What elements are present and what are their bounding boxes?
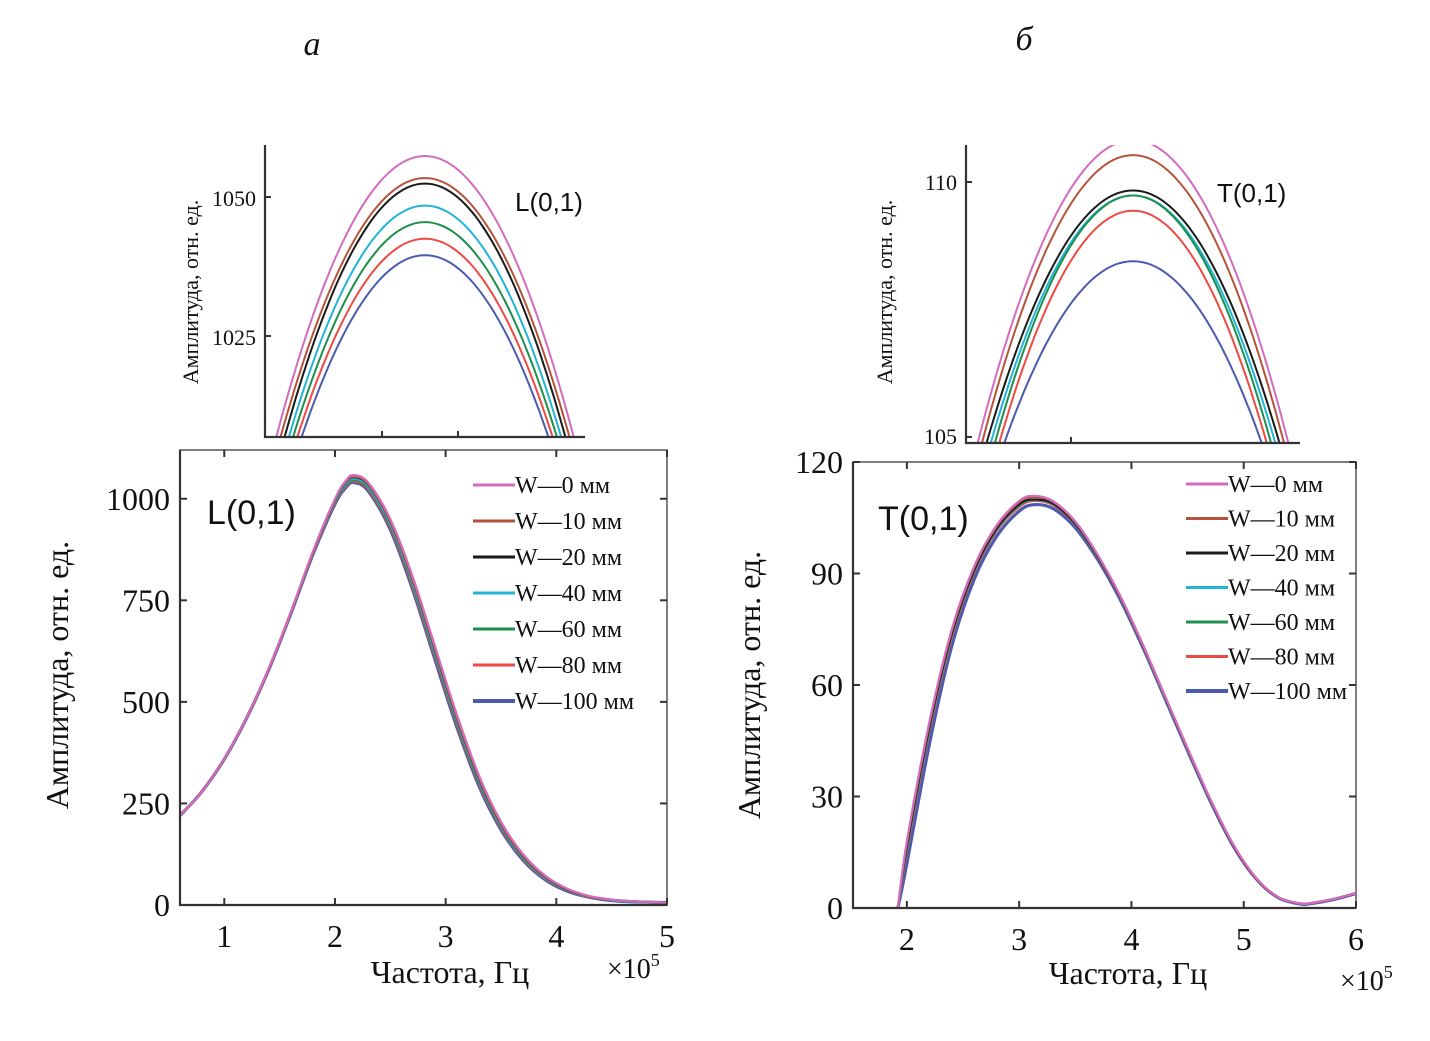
main-a-plot-area	[180, 474, 667, 905]
xtick-label: 1	[216, 918, 232, 954]
chart-b-inset: 110 105 Амплитуда, отн. ед. T(0,1)	[872, 145, 1300, 449]
panel-label-b: б	[1015, 21, 1034, 58]
inset-series-line-10mm	[980, 154, 1286, 443]
series-line-0mm	[180, 474, 667, 904]
legend-label: W—40 мм	[1228, 576, 1335, 602]
inset-b-ytick-110: 110	[925, 170, 957, 195]
inset-a-plot-area	[275, 154, 575, 437]
main-a-annotation: L(0,1)	[207, 494, 296, 532]
legend-label: W—80 мм	[1228, 645, 1335, 671]
inset-b-ytick-105: 105	[924, 424, 957, 449]
legend-label: W—60 мм	[1228, 610, 1335, 636]
main-a-yticks: 0 250 500 750 1000	[106, 481, 667, 923]
main-b-xlabel: Частота, Гц	[1049, 955, 1208, 991]
inset-series-line-20mm	[283, 182, 567, 437]
main-b-ylabel: Амплитуда, отн. ед.	[731, 551, 767, 819]
ytick-label: 60	[811, 667, 843, 703]
legend-label: W—100 мм	[515, 689, 634, 715]
xtick-label: 5	[659, 918, 675, 954]
xtick-label: 3	[1011, 921, 1027, 957]
ytick-label: 30	[811, 779, 843, 815]
legend-label: W—10 мм	[1228, 507, 1335, 533]
inset-b-axes	[964, 145, 1300, 445]
inset-b-plot-area	[976, 145, 1290, 443]
xtick-label: 4	[1123, 921, 1139, 957]
inset-series-line-40mm	[287, 204, 563, 437]
inset-b-ylabel: Амплитуда, отн. ед.	[872, 200, 897, 385]
legend-label: W—100 мм	[1228, 679, 1347, 705]
ytick-label: 750	[122, 582, 170, 618]
chart-a-main: 0 250 500 750 1000 1 2 3 4 5 Амплитуда, отн. ед.…	[39, 449, 675, 990]
xtick-label: 3	[438, 918, 454, 954]
main-a-legend: W—0 мм W—10 мм W—20 мм W—40 мм W—60 мм W—80 м…	[473, 473, 634, 715]
inset-series-line-60mm	[292, 221, 558, 437]
inset-series-line-60mm	[993, 194, 1273, 443]
inset-series-line-20mm	[985, 189, 1281, 443]
main-b-annotation: T(0,1)	[878, 500, 969, 538]
inset-series-line-0mm	[275, 154, 575, 437]
ytick-label: 0	[827, 890, 843, 926]
inset-series-line-0mm	[976, 145, 1290, 443]
legend-label: W—40 мм	[515, 581, 622, 607]
legend-label: W—20 мм	[1228, 541, 1335, 567]
ytick-label: 90	[811, 556, 843, 592]
ytick-label: 500	[122, 684, 170, 720]
xtick-label: 2	[899, 921, 915, 957]
main-b-plot-area	[896, 494, 1356, 908]
legend-label: W—20 мм	[515, 545, 622, 571]
inset-series-line-10mm	[279, 177, 571, 437]
inset-series-line-40mm	[989, 194, 1277, 443]
xtick-label: 2	[327, 918, 343, 954]
xtick-label: 5	[1236, 921, 1252, 957]
legend-label: W—0 мм	[515, 473, 610, 499]
main-a-x-multiplier: ×105	[607, 950, 660, 985]
main-b-legend: W—0 мм W—10 мм W—20 мм W—40 мм W—60 мм W—80 м…	[1186, 472, 1347, 705]
inset-b-annotation: T(0,1)	[1217, 178, 1286, 208]
inset-a-annotation: L(0,1)	[515, 187, 583, 217]
series-line-0mm	[896, 494, 1356, 908]
inset-a-ytick-1050: 1050	[212, 186, 256, 211]
legend-label: W—0 мм	[1228, 472, 1323, 498]
main-a-xticks: 1 2 3 4 5	[216, 450, 675, 954]
inset-series-line-100mm	[300, 254, 550, 437]
chart-a-inset: 1050 1025 Амплитуда, отн. ед. L(0,1)	[178, 145, 585, 439]
main-b-yticks: 0 30 60 90 120	[795, 444, 1356, 926]
ytick-label: 1000	[106, 481, 170, 517]
ytick-label: 0	[154, 887, 170, 923]
inset-series-line-80mm	[296, 237, 554, 437]
main-b-x-multiplier: ×105	[1340, 962, 1393, 997]
inset-a-ylabel: Амплитуда, отн. ед.	[178, 200, 203, 385]
chart-b-main: 0 30 60 90 120 2 3 4 5 6 Амплитуда, отн. ед. Час…	[731, 444, 1393, 997]
ytick-label: 250	[122, 785, 170, 821]
xtick-label: 4	[548, 918, 564, 954]
inset-a-axes	[263, 145, 585, 439]
panel-label-a: а	[304, 26, 321, 63]
inset-series-line-100mm	[1003, 260, 1263, 443]
main-a-xlabel: Частота, Гц	[371, 954, 530, 990]
xtick-label: 6	[1348, 921, 1364, 957]
ytick-label: 120	[795, 444, 843, 480]
inset-series-line-80mm	[998, 209, 1268, 443]
main-b-xticks: 2 3 4 5 6	[899, 462, 1364, 957]
legend-label: W—10 мм	[515, 509, 622, 535]
legend-label: W—80 мм	[515, 653, 622, 679]
legend-label: W—60 мм	[515, 617, 622, 643]
inset-a-ytick-1025: 1025	[212, 325, 256, 350]
main-a-ylabel: Амплитуда, отн. ед.	[39, 541, 75, 809]
